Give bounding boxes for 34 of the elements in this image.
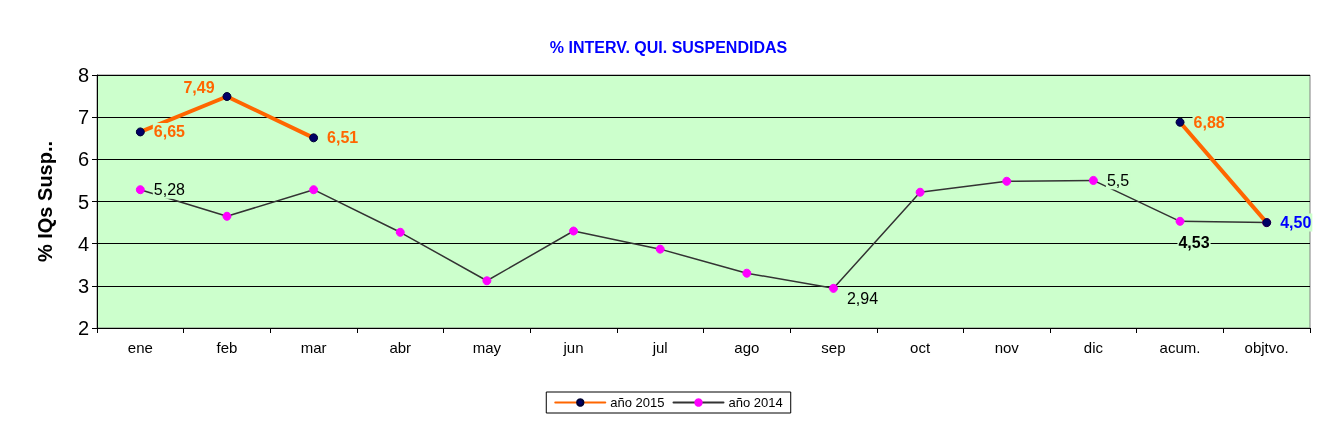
x-tick-label: nov: [994, 339, 1020, 356]
data-label: 7,49: [183, 78, 215, 96]
x-tick-label: feb: [216, 339, 238, 356]
x-tick-label: jul: [651, 339, 668, 356]
legend-label: año 2015: [610, 395, 665, 410]
x-tick-label: ago: [734, 339, 760, 356]
y-tick-label: 5: [77, 190, 89, 213]
y-tick-label: 3: [77, 274, 89, 297]
legend-label: año 2014: [728, 395, 783, 410]
x-tick-label: oct: [910, 339, 931, 356]
x-tick-label: sep: [821, 339, 846, 356]
y-tick-label: 2: [77, 317, 89, 339]
data-label: 4,50: [1280, 214, 1312, 232]
y-tick-label: 8: [77, 64, 89, 86]
y-axis-title: % IQs Susp..: [34, 140, 56, 263]
y-tick-label: 7: [77, 106, 89, 129]
data-label: 5,5: [1106, 171, 1130, 189]
x-tick-label: acum.: [1159, 339, 1201, 356]
x-tick-label: objtvo.: [1244, 339, 1289, 356]
data-label: 2,94: [846, 289, 879, 307]
data-label: 6,65: [153, 123, 186, 141]
x-tick-label: may: [472, 339, 502, 356]
data-label: 5,28: [153, 181, 186, 199]
y-tick-label: 4: [77, 232, 89, 255]
x-tick-label: jun: [562, 339, 584, 356]
data-label: 6,51: [327, 129, 359, 147]
x-tick-label: abr: [389, 339, 412, 356]
x-tick-label: mar: [300, 339, 327, 356]
x-tick-label: ene: [127, 339, 153, 356]
chart-title: % INTERV. QUI. SUSPENDIDAS: [549, 38, 788, 56]
y-tick-label: 6: [77, 148, 89, 171]
x-tick-label: dic: [1083, 339, 1104, 356]
data-label: 6,88: [1193, 113, 1225, 131]
data-label: 4,53: [1178, 234, 1210, 252]
